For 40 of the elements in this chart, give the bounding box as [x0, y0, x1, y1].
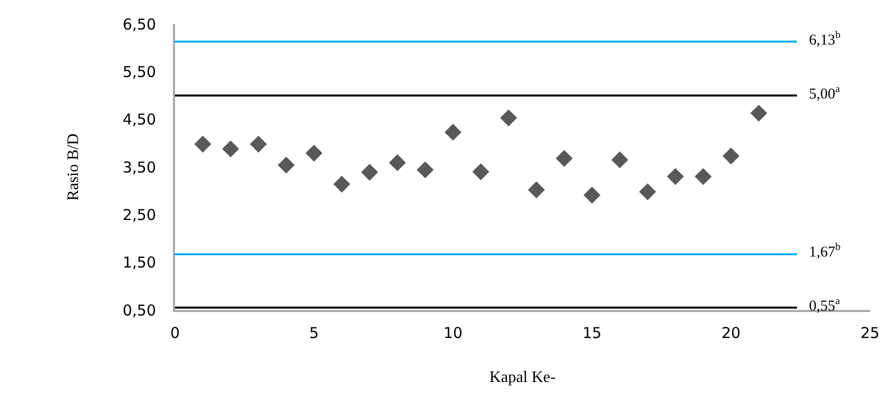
point [388, 154, 406, 172]
point [278, 156, 295, 174]
point [306, 144, 322, 162]
x-tick-label: 20 [721, 324, 741, 342]
point [584, 186, 600, 204]
point [694, 168, 712, 185]
ref-line-label: 5,00$^{a}$ [809, 84, 840, 102]
point [611, 151, 628, 168]
y-tick-label: 1,50 [122, 254, 156, 272]
y-tick-label: 5,50 [122, 62, 156, 81]
ref-line-label: 1,67$^{b}$ [809, 242, 840, 260]
point [222, 140, 240, 158]
y-tick-label: 4,50 [122, 110, 156, 129]
point [722, 148, 740, 164]
point [500, 109, 518, 126]
point [556, 150, 573, 167]
y-tick-label: 0,50 [122, 301, 156, 320]
y-tick-label: 2,50 [122, 206, 156, 224]
y-tick-label: 3,50 [122, 158, 156, 176]
y-axis-title: Rasio B/D [64, 133, 82, 201]
point [639, 183, 656, 200]
point [528, 181, 545, 198]
x-axis-title: Kapal Ke- [489, 369, 556, 386]
point [361, 164, 378, 181]
x-tick-label: 10 [443, 324, 463, 342]
point [666, 168, 684, 185]
ref-line-label: 6,13$^{b}$ [809, 30, 840, 48]
point [416, 161, 434, 178]
point [250, 136, 267, 153]
x-tick-label: 15 [582, 324, 602, 342]
point [472, 163, 490, 180]
point [333, 176, 350, 193]
ref-line-label: 0,55$^{a}$ [809, 296, 840, 314]
x-tick-label: 25 [860, 324, 880, 342]
x-tick-label: 0 [170, 324, 180, 342]
x-tick-label: 5 [309, 324, 319, 342]
y-tick-label: 6,50 [122, 15, 156, 34]
point [444, 124, 462, 141]
point [750, 104, 768, 122]
point [194, 136, 212, 153]
